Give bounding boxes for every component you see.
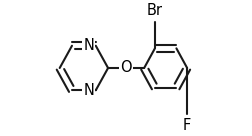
Text: N: N (83, 83, 94, 98)
Text: O: O (119, 61, 131, 75)
Text: N: N (83, 38, 94, 53)
Text: Br: Br (146, 3, 162, 18)
Text: F: F (182, 118, 191, 133)
